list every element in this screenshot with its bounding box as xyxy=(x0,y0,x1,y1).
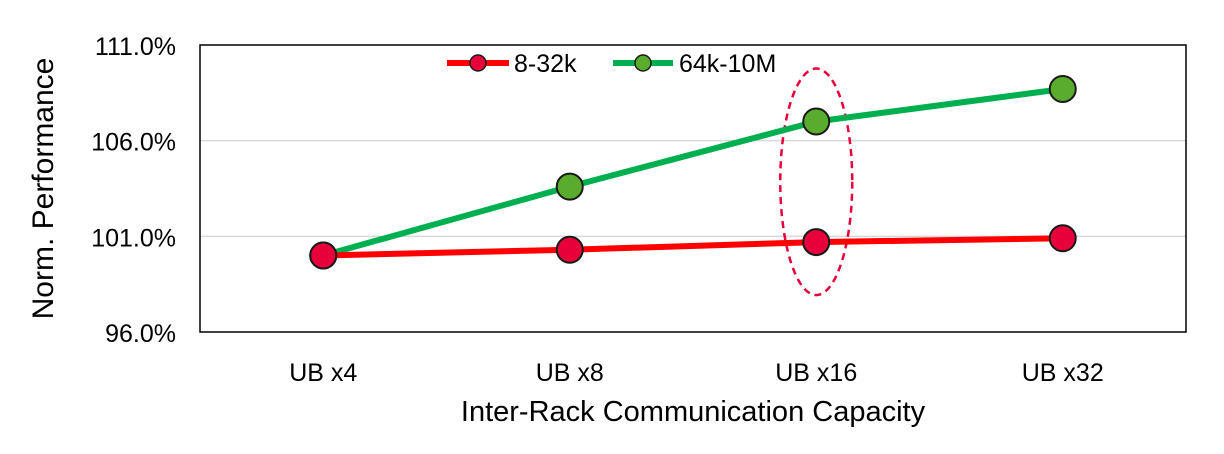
y-tick-label: 106.0% xyxy=(91,129,176,157)
highlight-ellipse xyxy=(779,67,854,297)
y-tick-label: 101.0% xyxy=(91,224,176,252)
data-point xyxy=(802,228,831,257)
plot-area-border xyxy=(199,44,1187,333)
legend-label: 8-32k xyxy=(514,50,577,78)
legend-marker xyxy=(469,54,487,72)
data-point xyxy=(1048,224,1077,253)
y-tick-label: 111.0% xyxy=(95,33,176,61)
x-tick-label: UB x32 xyxy=(1022,359,1104,387)
x-axis-title: Inter-Rack Communication Capacity xyxy=(461,396,926,428)
series-layer xyxy=(309,75,1077,270)
data-point xyxy=(1048,75,1077,104)
x-tick-label: UB x16 xyxy=(775,359,857,387)
series-line xyxy=(322,86,1064,259)
x-tick-label: UB x4 xyxy=(289,359,357,387)
x-tick-label: UB x8 xyxy=(536,359,604,387)
y-tick-label: 96.0% xyxy=(105,320,176,348)
data-point xyxy=(555,235,584,264)
annotation-layer xyxy=(779,67,854,297)
y-axis-title: Norm. Performance xyxy=(27,58,60,320)
legend-label: 64k-10M xyxy=(679,50,776,78)
series-line xyxy=(323,235,1063,259)
axes: 96.0% 101.0% 106.0% 111.0% UB x4 UB x8 UB x16 U… xyxy=(27,33,1187,428)
data-point xyxy=(802,107,831,136)
legend-marker xyxy=(634,54,652,72)
data-point xyxy=(555,172,584,201)
legend: 8-32k 64k-10M xyxy=(447,50,776,78)
data-point xyxy=(309,241,338,270)
